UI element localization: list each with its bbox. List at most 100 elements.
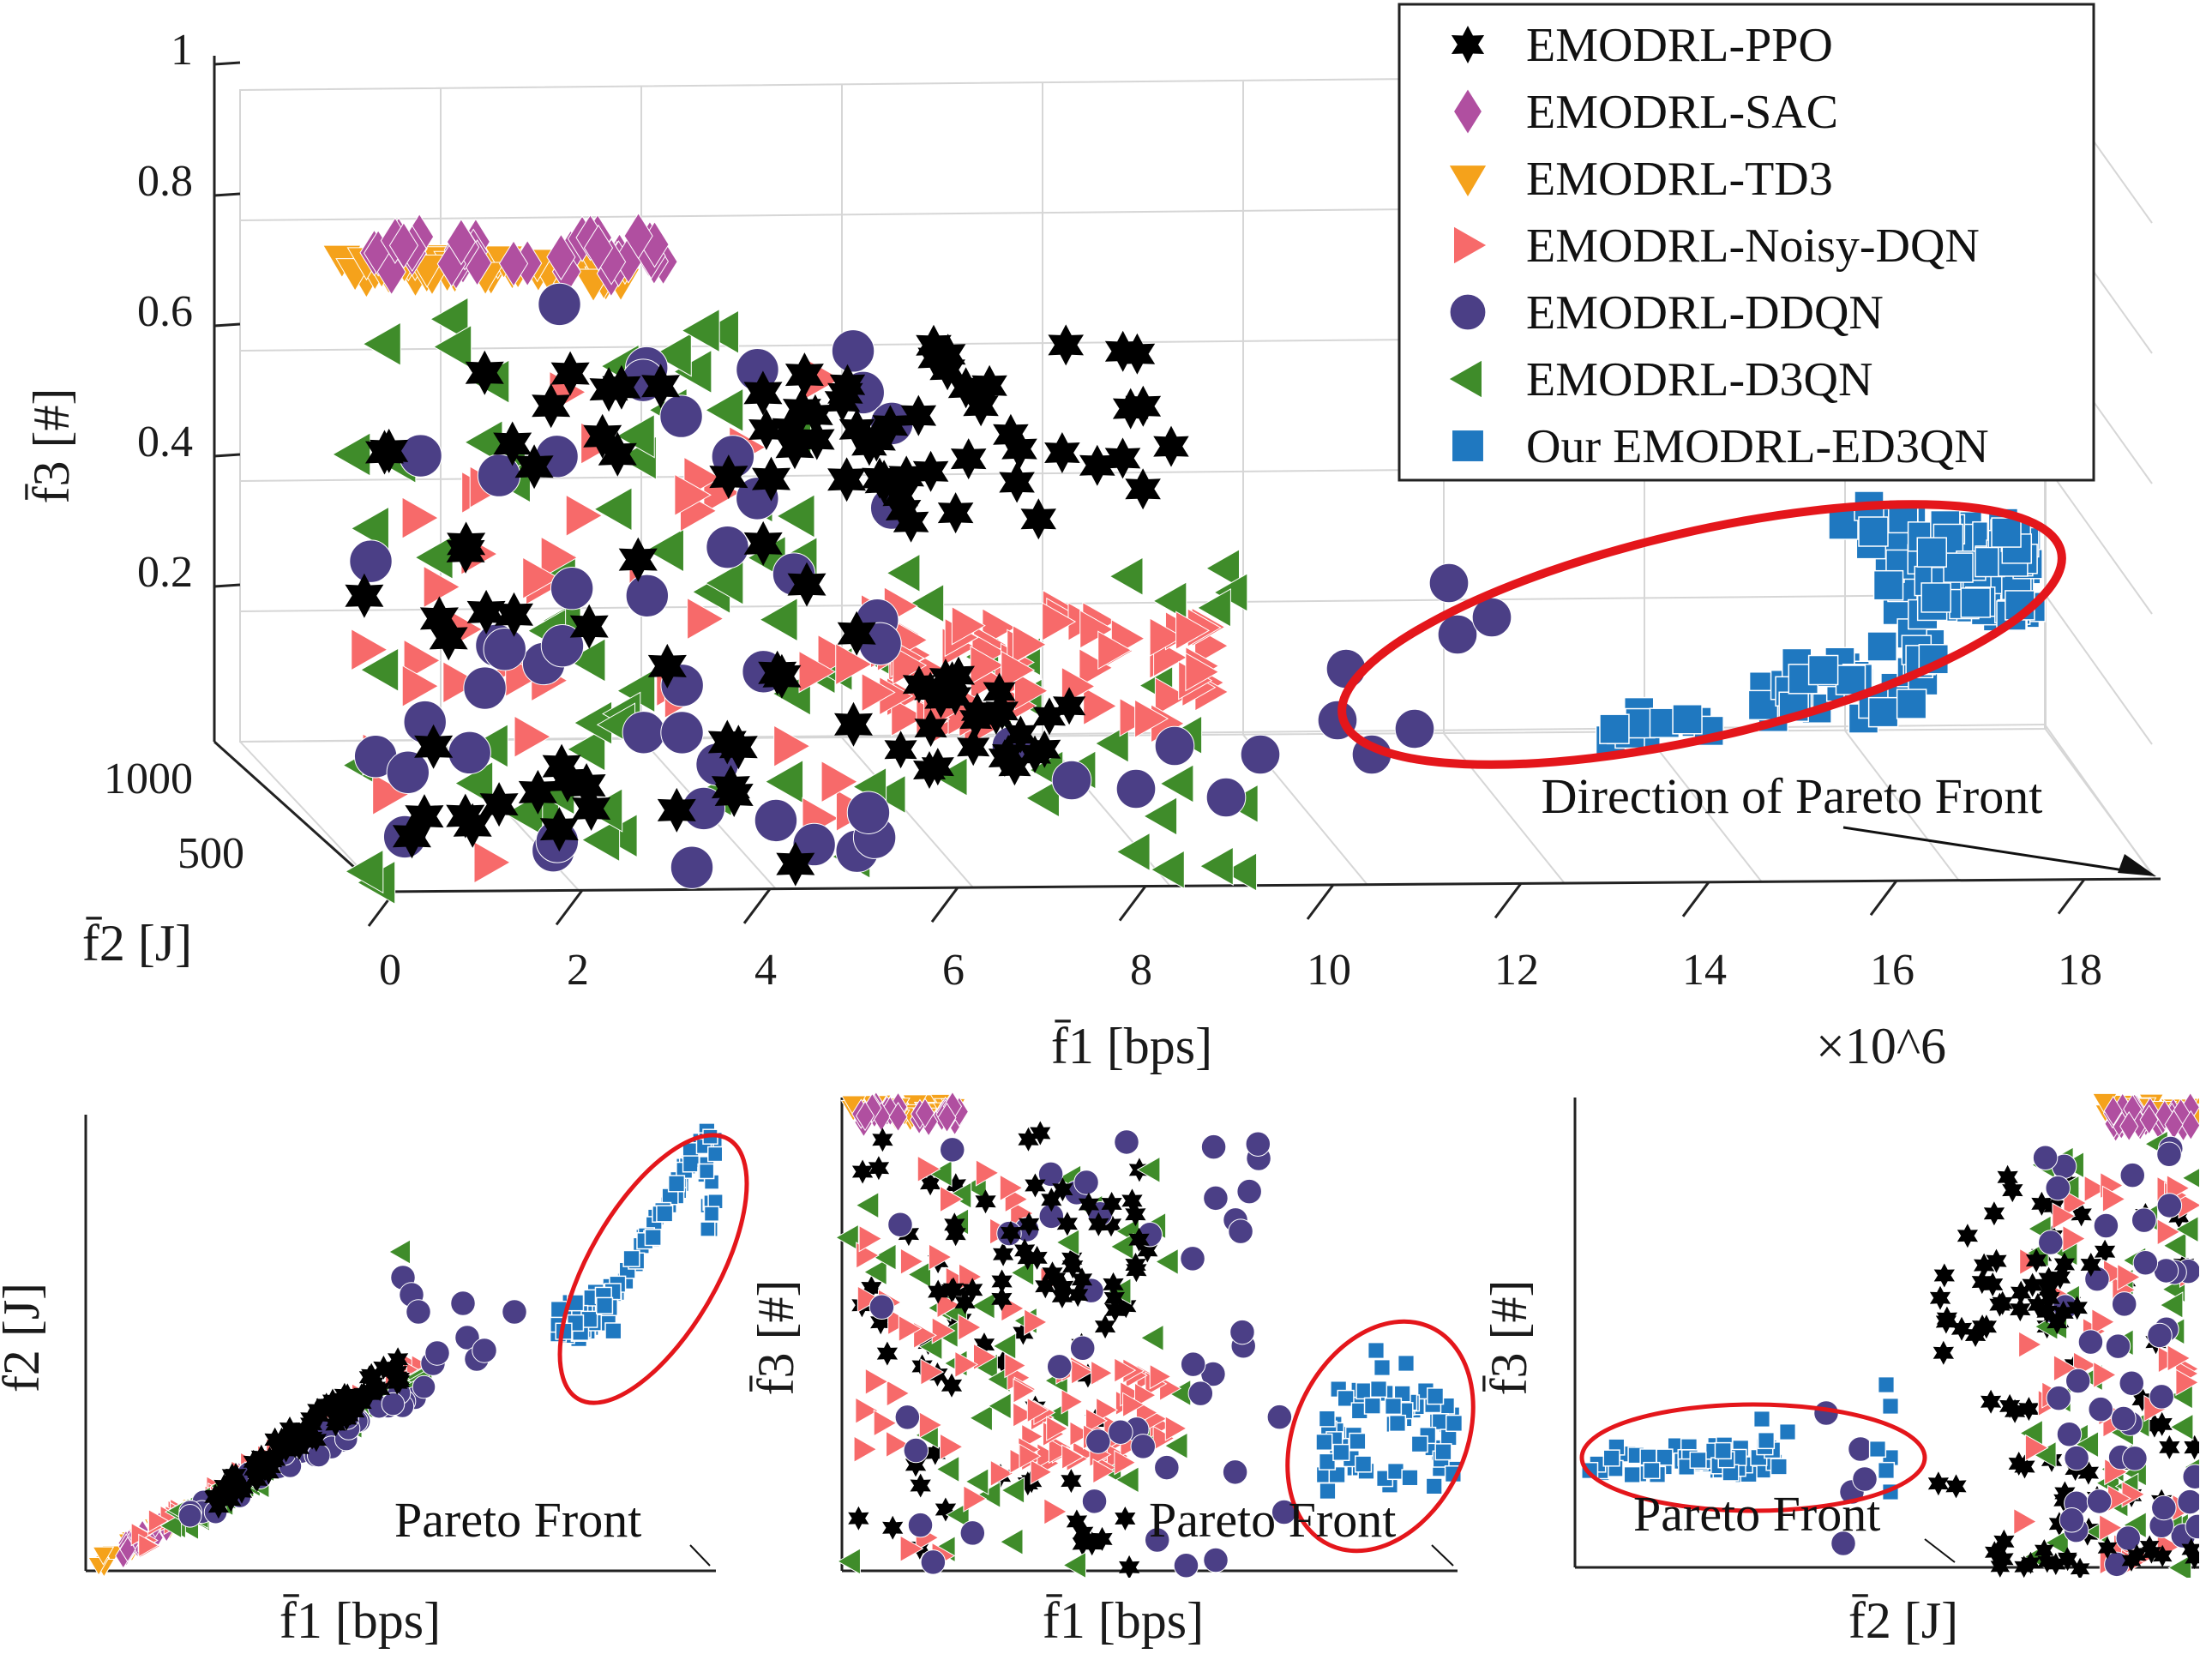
- data-point: [1144, 1527, 1170, 1553]
- x-tick-label: 6: [942, 946, 965, 995]
- data-point: [532, 383, 571, 429]
- data-point: [959, 1520, 986, 1546]
- data-point: [920, 1358, 945, 1386]
- data-point: [920, 1549, 947, 1575]
- data-point: [1867, 696, 1899, 728]
- data-point: [325, 1412, 346, 1437]
- data-point: [622, 1249, 640, 1267]
- data-point: [1319, 1482, 1337, 1501]
- data-point: [839, 408, 875, 450]
- data-point: [1061, 1444, 1085, 1471]
- data-point: [625, 574, 670, 617]
- data-point: [1200, 1134, 1227, 1160]
- data-point: [1073, 1170, 1099, 1195]
- data-point: [2177, 1489, 2199, 1515]
- data-point: [479, 782, 519, 827]
- data-point: [138, 1533, 159, 1558]
- data-point: [539, 807, 579, 852]
- data-point: [960, 692, 994, 731]
- data-point: [1205, 777, 1247, 818]
- data-point: [1203, 1547, 1229, 1573]
- data-point: [752, 456, 790, 502]
- data-point: [223, 1477, 244, 1501]
- data-point: [2063, 1189, 2088, 1217]
- data-point: [2156, 1193, 2183, 1218]
- data-point: [1394, 708, 1435, 749]
- data-point: [2046, 1553, 2065, 1575]
- data-point: [2058, 1549, 2077, 1572]
- data-point: [337, 1383, 358, 1408]
- data-point: [931, 1317, 956, 1344]
- data-point: [322, 1388, 344, 1413]
- data-point: [2022, 1272, 2043, 1297]
- x-tick-label: 18: [2058, 946, 2102, 995]
- data-point: [2027, 1292, 2048, 1317]
- data-point: [899, 1535, 924, 1563]
- data-point: [2083, 1175, 2108, 1203]
- subplot-a-y-label: f̄2 [J]: [0, 1283, 50, 1392]
- data-point: [1028, 730, 1061, 768]
- data-point: [1927, 1471, 1949, 1496]
- data-point: [1159, 764, 1194, 803]
- data-point: [1104, 330, 1141, 372]
- data-point: [1001, 1477, 1025, 1504]
- subplot-a-arrow: [689, 1544, 711, 1567]
- subplot-b-points: [836, 1091, 1464, 1578]
- data-point: [1154, 1454, 1180, 1481]
- data-point: [1315, 1433, 1333, 1452]
- data-point: [2065, 1368, 2091, 1394]
- data-point: [2035, 1539, 2054, 1562]
- data-point: [2151, 1495, 2177, 1521]
- data-point: [820, 760, 859, 803]
- data-point: [886, 553, 921, 593]
- data-point: [2181, 1110, 2199, 1141]
- data-point: [302, 1425, 323, 1450]
- data-point: [1453, 226, 1488, 265]
- data-point: [1053, 1274, 1074, 1299]
- data-point: [983, 672, 1016, 711]
- data-point: [2014, 1454, 2035, 1479]
- data-point: [1434, 1443, 1452, 1461]
- data-point: [2048, 1512, 2070, 1537]
- data-point: [656, 1205, 674, 1223]
- data-point: [1187, 1380, 1214, 1406]
- data-point: [1133, 1382, 1157, 1409]
- data-point: [565, 494, 604, 538]
- data-point: [1018, 1127, 1039, 1152]
- data-point: [2032, 1145, 2059, 1171]
- data-point: [1143, 797, 1178, 836]
- data-point: [1266, 1404, 1293, 1430]
- data-point: [1757, 1431, 1776, 1450]
- data-point: [1048, 324, 1084, 366]
- data-point: [1079, 444, 1115, 486]
- data-point: [971, 364, 1007, 406]
- data-point: [888, 1102, 908, 1133]
- data-point: [1154, 677, 1189, 717]
- data-point: [1868, 1440, 1887, 1459]
- data-point: [159, 1513, 183, 1539]
- x-tick-label: 8: [1130, 946, 1152, 995]
- data-point: [1807, 654, 1839, 686]
- data-point: [1094, 1314, 1116, 1339]
- data-point: [2185, 1513, 2199, 1540]
- data-point: [2053, 1252, 2075, 1277]
- data-point: [345, 849, 384, 894]
- data-point: [1025, 778, 1060, 818]
- data-point: [1078, 1192, 1099, 1217]
- data-point: [1173, 1553, 1199, 1578]
- data-point: [1397, 1354, 1416, 1373]
- data-point: [370, 428, 409, 473]
- data-point: [905, 1452, 927, 1477]
- data-point: [567, 763, 606, 808]
- data-point: [463, 666, 507, 710]
- data-point: [569, 604, 609, 649]
- data-point: [941, 1373, 963, 1398]
- data-point: [1000, 1220, 1022, 1245]
- data-point: [1945, 1474, 1967, 1499]
- data-point: [1013, 1402, 1036, 1428]
- data-point: [2047, 1310, 2068, 1335]
- data-point: [2039, 1285, 2060, 1310]
- data-point: [939, 1137, 965, 1163]
- data-point: [353, 1381, 375, 1406]
